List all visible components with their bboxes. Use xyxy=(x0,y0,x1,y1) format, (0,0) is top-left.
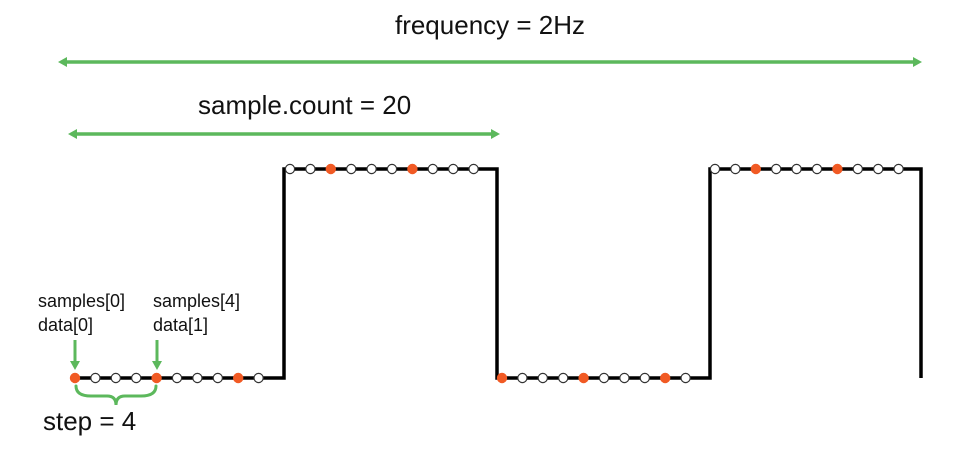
samples-4-label: samples[4] xyxy=(153,291,241,311)
frequency-label: frequency = 2Hz xyxy=(394,10,586,40)
sample-dot xyxy=(598,372,610,384)
sample-dot-highlighted xyxy=(832,163,843,175)
sample-dot xyxy=(893,163,904,175)
sample-dot-highlighted xyxy=(232,372,244,384)
sample-dot xyxy=(680,372,691,384)
sample-dot-highlighted xyxy=(69,372,81,384)
sample-dot xyxy=(791,163,802,175)
arrowhead-left-icon xyxy=(58,57,67,67)
sample-dot xyxy=(171,372,183,384)
sample-dot xyxy=(110,372,122,384)
arrowhead-down-icon xyxy=(70,361,80,370)
data-0-label: data[0] xyxy=(38,315,94,335)
sample-dot xyxy=(811,163,823,175)
sample-dot xyxy=(427,163,438,175)
sample-count-span-arrow xyxy=(68,129,500,139)
sample-dot xyxy=(873,163,884,175)
square-wave-line xyxy=(75,167,923,380)
sample-dot xyxy=(852,163,864,175)
sample-dot-highlighted xyxy=(750,163,762,175)
sample-dot-highlighted xyxy=(578,372,589,384)
sample-dot xyxy=(386,163,398,175)
sample-dot xyxy=(366,163,377,175)
sample-dot xyxy=(305,163,316,175)
arrowhead-right-icon xyxy=(913,57,922,67)
sample-dot xyxy=(558,372,569,384)
sample-dot-highlighted xyxy=(151,372,162,384)
sample-dot xyxy=(130,372,142,384)
sample-dot xyxy=(284,163,296,175)
sample-dot xyxy=(346,163,357,175)
step-brace-icon xyxy=(74,384,158,406)
sample-dot xyxy=(537,372,549,384)
sample-dot-highlighted xyxy=(407,163,418,175)
sample-dot xyxy=(639,372,651,384)
arrowhead-right-icon xyxy=(491,129,500,139)
samples-0-label: samples[0] xyxy=(38,291,126,311)
sample-dot xyxy=(90,372,101,384)
samples-4-pointer-arrow xyxy=(152,340,162,370)
frequency-span-arrow xyxy=(58,57,922,67)
sample-count-label: sample.count = 20 xyxy=(198,90,412,120)
signal-layer xyxy=(75,167,923,380)
arrowhead-down-icon xyxy=(152,361,162,370)
arrows-layer xyxy=(58,57,922,406)
arrowhead-left-icon xyxy=(68,129,77,139)
sample-dot xyxy=(517,372,528,384)
sample-dot xyxy=(212,372,223,384)
sample-dot xyxy=(619,372,630,384)
sample-dot xyxy=(468,163,479,175)
sample-dot xyxy=(192,372,203,384)
sample-dot-highlighted xyxy=(660,372,671,384)
samples-0-pointer-arrow xyxy=(70,340,80,370)
sample-dot xyxy=(730,163,741,175)
sample-dot xyxy=(709,163,721,175)
data-1-label: data[1] xyxy=(153,315,209,335)
samples-layer xyxy=(69,163,904,384)
fifth-sample-annotation: samples[4] data[1] xyxy=(153,289,240,337)
sample-dot xyxy=(253,372,264,384)
step-label: step = 4 xyxy=(43,406,137,436)
sample-dot-highlighted xyxy=(325,163,336,175)
sample-dot xyxy=(448,163,459,175)
sample-dot-highlighted xyxy=(496,372,508,384)
sample-dot xyxy=(771,163,782,175)
first-sample-annotation: samples[0] data[0] xyxy=(38,289,125,337)
